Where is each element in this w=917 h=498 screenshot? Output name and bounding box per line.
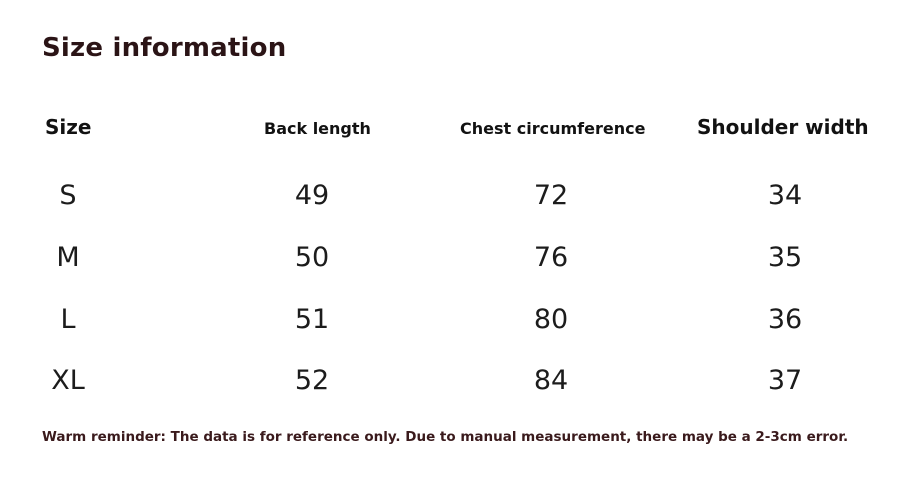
table-row: S 49 72 34 bbox=[0, 180, 917, 220]
page-title: Size information bbox=[42, 33, 287, 63]
table-row: L 51 80 36 bbox=[0, 304, 917, 344]
table-row: XL 52 84 37 bbox=[0, 365, 917, 405]
header-shoulder-width: Shoulder width bbox=[697, 115, 869, 139]
cell-shoulder-width: 35 bbox=[767, 242, 803, 273]
warm-reminder-note: Warm reminder: The data is for reference… bbox=[42, 429, 849, 445]
cell-chest-circumference: 72 bbox=[533, 180, 569, 211]
cell-size: M bbox=[56, 242, 80, 273]
cell-chest-circumference: 76 bbox=[533, 242, 569, 273]
cell-chest-circumference: 84 bbox=[533, 365, 569, 396]
cell-back-length: 52 bbox=[294, 365, 330, 396]
table-row: M 50 76 35 bbox=[0, 242, 917, 282]
header-back-length: Back length bbox=[264, 119, 371, 138]
header-size: Size bbox=[45, 115, 92, 139]
cell-chest-circumference: 80 bbox=[533, 304, 569, 335]
header-chest-circumference: Chest circumference bbox=[460, 119, 646, 138]
cell-size: L bbox=[60, 304, 76, 335]
cell-back-length: 51 bbox=[294, 304, 330, 335]
cell-shoulder-width: 34 bbox=[767, 180, 803, 211]
cell-size: S bbox=[59, 180, 77, 211]
cell-shoulder-width: 36 bbox=[767, 304, 803, 335]
cell-shoulder-width: 37 bbox=[767, 365, 803, 396]
cell-back-length: 50 bbox=[294, 242, 330, 273]
cell-back-length: 49 bbox=[294, 180, 330, 211]
cell-size: XL bbox=[51, 365, 85, 396]
